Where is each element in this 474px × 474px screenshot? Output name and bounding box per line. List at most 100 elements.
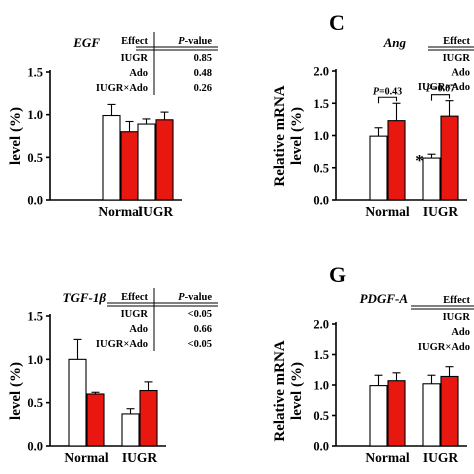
y-tick-label: 0.5 bbox=[27, 151, 43, 165]
panel-letter: G bbox=[329, 262, 346, 287]
bar bbox=[68, 358, 87, 447]
table-cell: <0.05 bbox=[188, 309, 212, 320]
y-tick-label: 2.0 bbox=[313, 65, 329, 79]
gene-title: TGF-1β bbox=[63, 290, 107, 305]
table-cell: IUGR×Ado bbox=[418, 82, 470, 93]
x-category-label: Normal bbox=[64, 450, 108, 465]
gene-title: EGF bbox=[72, 35, 100, 50]
y-tick-label: 0.0 bbox=[313, 440, 329, 454]
table-header-rest: -value bbox=[185, 36, 213, 47]
bar bbox=[102, 114, 121, 201]
bar bbox=[440, 375, 459, 447]
p-value-label: P=0.07 bbox=[426, 84, 455, 95]
bar bbox=[137, 123, 156, 201]
bar bbox=[369, 385, 388, 447]
y-tick-label: 0.5 bbox=[313, 409, 329, 423]
gene-title: PDGF-A bbox=[360, 291, 409, 306]
y-tick-label: 0.5 bbox=[27, 396, 43, 410]
y-tick-label: 1.5 bbox=[313, 348, 329, 362]
y-tick-label: 1.5 bbox=[27, 66, 43, 80]
y-tick-label: 1.0 bbox=[313, 129, 329, 143]
table-cell: IUGR bbox=[443, 53, 471, 64]
table-header: Effect bbox=[121, 292, 148, 303]
table-header-italic: P bbox=[178, 36, 185, 47]
bar bbox=[120, 131, 139, 201]
chart-panel-2: C Relative mRNAlevel (%) 0.0 0.5 1.0 1.5 2.0 No… bbox=[272, 10, 474, 219]
table-cell: Ado bbox=[451, 68, 470, 79]
y-axis-label: level (%) bbox=[8, 362, 24, 420]
y-tick-label: 0.5 bbox=[313, 161, 329, 175]
table-header: Effect bbox=[121, 36, 148, 47]
table-cell: IUGR bbox=[121, 309, 149, 320]
table-cell: 0.26 bbox=[194, 83, 212, 94]
table-cell: Ado bbox=[129, 324, 148, 335]
panel-letter: C bbox=[329, 10, 345, 35]
y-tick-label: 1.0 bbox=[313, 379, 329, 393]
x-category-label: IUGR bbox=[423, 450, 459, 465]
table-cell: Ado bbox=[129, 68, 148, 79]
y-axis-label-line: level (%) bbox=[289, 362, 305, 420]
bar bbox=[422, 157, 441, 201]
bar bbox=[387, 380, 406, 447]
bar bbox=[440, 115, 459, 201]
p-value-label-p: P bbox=[373, 86, 380, 97]
table-cell: IUGR×Ado bbox=[96, 83, 148, 94]
y-tick-label: 1.5 bbox=[313, 97, 329, 111]
table-cell: IUGR bbox=[121, 53, 149, 64]
bar bbox=[387, 120, 406, 201]
y-axis-label: Relative mRNAlevel (%) bbox=[272, 85, 305, 186]
y-tick-label: 1.5 bbox=[27, 310, 43, 324]
x-category-label: Normal bbox=[365, 450, 409, 465]
p-value-label-value: =0.07 bbox=[432, 84, 455, 95]
bar bbox=[86, 393, 105, 447]
x-category-label: Normal bbox=[98, 204, 142, 219]
table-header: Effect bbox=[443, 36, 470, 47]
table-header: P-value bbox=[178, 36, 212, 47]
y-tick-label: 0.0 bbox=[313, 194, 329, 208]
y-axis-label-line: level (%) bbox=[289, 107, 305, 165]
significance-star: * bbox=[415, 151, 424, 170]
p-value-bracket bbox=[377, 96, 398, 104]
y-axis-label-line: level (%) bbox=[8, 362, 24, 420]
y-axis-label: level (%) bbox=[8, 107, 24, 165]
bar bbox=[422, 383, 441, 447]
chart-panel-3: level (%) 0.0 0.5 1.0 1.5 Normal IUGR TGF-1β Eff… bbox=[8, 288, 218, 465]
table-cell: IUGR bbox=[443, 312, 471, 323]
p-value-label-value: =0.43 bbox=[379, 86, 402, 97]
bar bbox=[369, 135, 388, 201]
x-category-label: IUGR bbox=[423, 204, 459, 219]
p-value-label-p: P bbox=[426, 84, 433, 95]
table-header-italic: P bbox=[178, 292, 185, 303]
p-value-label: P=0.43 bbox=[373, 86, 402, 97]
table-header: P-value bbox=[178, 292, 212, 303]
gene-title: Ang bbox=[383, 35, 407, 50]
y-tick-label: 2.0 bbox=[313, 318, 329, 332]
bar bbox=[121, 413, 140, 447]
table-cell: <0.05 bbox=[188, 339, 212, 350]
y-axis-label-line: level (%) bbox=[8, 107, 24, 165]
table-cell: Ado bbox=[451, 327, 470, 338]
table-cell: IUGR×Ado bbox=[418, 342, 470, 353]
y-axis-label-line: Relative mRNA bbox=[272, 340, 288, 441]
x-category-label: Normal bbox=[365, 204, 409, 219]
y-tick-label: 1.0 bbox=[27, 353, 43, 367]
y-axis-label-line: Relative mRNA bbox=[272, 85, 288, 186]
table-header-rest: -value bbox=[185, 292, 213, 303]
chart-panel-4: G Relative mRNAlevel (%) 0.0 0.5 1.0 1.5 2.0 No… bbox=[272, 262, 474, 465]
bar bbox=[139, 389, 158, 447]
table-cell: 0.85 bbox=[194, 53, 212, 64]
table-cell: IUGR×Ado bbox=[96, 339, 148, 350]
table-cell: 0.66 bbox=[194, 324, 212, 335]
p-value-bracket bbox=[430, 94, 451, 101]
y-tick-label: 1.0 bbox=[27, 108, 43, 122]
table-header: Effect bbox=[443, 295, 470, 306]
y-tick-label: 0.0 bbox=[27, 194, 43, 208]
x-category-label: IUGR bbox=[122, 450, 158, 465]
y-tick-label: 0.0 bbox=[27, 440, 43, 454]
x-category-label: IUGR bbox=[138, 204, 174, 219]
y-axis-label: Relative mRNAlevel (%) bbox=[272, 340, 305, 441]
table-cell: 0.48 bbox=[194, 68, 212, 79]
bar bbox=[155, 119, 174, 201]
